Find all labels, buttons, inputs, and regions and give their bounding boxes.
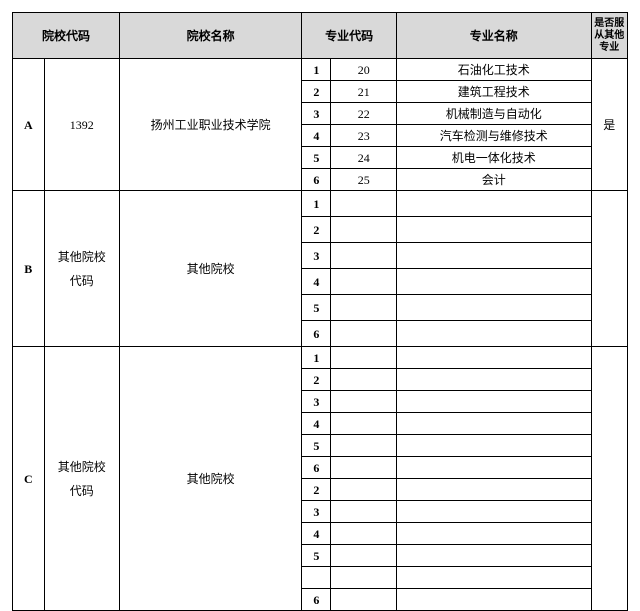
major-name-cell xyxy=(397,545,591,567)
major-index-cell: 6 xyxy=(302,457,331,479)
major-index-cell: 2 xyxy=(302,479,331,501)
major-name-cell xyxy=(397,347,591,369)
major-code-cell xyxy=(331,391,397,413)
major-index-cell: 3 xyxy=(302,103,331,125)
table-header: 院校代码 院校名称 专业代码 专业名称 是否服从其他专业 xyxy=(13,13,628,59)
school-code-cell: 其他院校代码 xyxy=(44,347,119,611)
school-code-cell: 其他院校代码 xyxy=(44,191,119,347)
major-name-cell xyxy=(397,567,591,589)
header-major-code: 专业代码 xyxy=(302,13,397,59)
header-obey: 是否服从其他专业 xyxy=(591,13,628,59)
major-index-cell: 6 xyxy=(302,321,331,347)
major-code-cell xyxy=(331,217,397,243)
major-name-cell xyxy=(397,501,591,523)
major-code-cell xyxy=(331,413,397,435)
major-name-cell xyxy=(397,217,591,243)
major-name-cell xyxy=(397,523,591,545)
major-name-cell xyxy=(397,435,591,457)
major-index-cell xyxy=(302,567,331,589)
major-name-cell xyxy=(397,295,591,321)
major-name-cell xyxy=(397,321,591,347)
major-code-cell: 21 xyxy=(331,81,397,103)
table-body: A1392扬州工业职业技术学院120石油化工技术是221建筑工程技术322机械制… xyxy=(13,59,628,611)
major-index-cell: 4 xyxy=(302,523,331,545)
major-name-cell xyxy=(397,589,591,611)
major-code-cell xyxy=(331,545,397,567)
major-code-cell xyxy=(331,191,397,217)
obey-cell xyxy=(591,347,628,611)
major-code-cell xyxy=(331,269,397,295)
major-name-cell xyxy=(397,457,591,479)
major-code-cell: 20 xyxy=(331,59,397,81)
major-index-cell: 2 xyxy=(302,217,331,243)
table-row: B其他院校代码其他院校1 xyxy=(13,191,628,217)
major-name-cell xyxy=(397,369,591,391)
application-table: 院校代码 院校名称 专业代码 专业名称 是否服从其他专业 A1392扬州工业职业… xyxy=(12,12,628,611)
school-name-cell: 其他院校 xyxy=(119,347,301,611)
section-letter: C xyxy=(13,347,45,611)
major-index-cell: 6 xyxy=(302,589,331,611)
major-code-cell xyxy=(331,321,397,347)
major-name-cell: 汽车检测与维修技术 xyxy=(397,125,591,147)
major-index-cell: 1 xyxy=(302,347,331,369)
obey-cell: 是 xyxy=(591,59,628,191)
major-index-cell: 2 xyxy=(302,369,331,391)
header-school-code: 院校代码 xyxy=(13,13,120,59)
major-name-cell xyxy=(397,413,591,435)
school-name-cell: 其他院校 xyxy=(119,191,301,347)
major-index-cell: 5 xyxy=(302,147,331,169)
major-name-cell: 机电一体化技术 xyxy=(397,147,591,169)
major-code-cell: 25 xyxy=(331,169,397,191)
major-code-cell xyxy=(331,295,397,321)
major-code-cell xyxy=(331,501,397,523)
major-code-cell xyxy=(331,589,397,611)
major-code-cell xyxy=(331,435,397,457)
major-index-cell: 2 xyxy=(302,81,331,103)
section-letter: A xyxy=(13,59,45,191)
major-name-cell xyxy=(397,269,591,295)
major-code-cell xyxy=(331,457,397,479)
school-code-cell: 1392 xyxy=(44,59,119,191)
major-name-cell: 建筑工程技术 xyxy=(397,81,591,103)
major-index-cell: 4 xyxy=(302,269,331,295)
major-index-cell: 5 xyxy=(302,295,331,321)
section-letter: B xyxy=(13,191,45,347)
major-name-cell: 机械制造与自动化 xyxy=(397,103,591,125)
major-code-cell xyxy=(331,479,397,501)
header-school-name: 院校名称 xyxy=(119,13,301,59)
header-major-name: 专业名称 xyxy=(397,13,591,59)
table-row: A1392扬州工业职业技术学院120石油化工技术是 xyxy=(13,59,628,81)
major-name-cell: 会计 xyxy=(397,169,591,191)
school-name-cell: 扬州工业职业技术学院 xyxy=(119,59,301,191)
major-index-cell: 3 xyxy=(302,243,331,269)
major-index-cell: 6 xyxy=(302,169,331,191)
major-code-cell xyxy=(331,347,397,369)
major-code-cell: 24 xyxy=(331,147,397,169)
major-code-cell: 22 xyxy=(331,103,397,125)
major-code-cell: 23 xyxy=(331,125,397,147)
table-row: C其他院校代码其他院校1 xyxy=(13,347,628,369)
major-index-cell: 1 xyxy=(302,191,331,217)
major-code-cell xyxy=(331,523,397,545)
major-index-cell: 3 xyxy=(302,391,331,413)
major-code-cell xyxy=(331,369,397,391)
major-index-cell: 4 xyxy=(302,413,331,435)
major-index-cell: 5 xyxy=(302,545,331,567)
major-name-cell xyxy=(397,243,591,269)
major-index-cell: 5 xyxy=(302,435,331,457)
major-index-cell: 4 xyxy=(302,125,331,147)
major-code-cell xyxy=(331,243,397,269)
major-name-cell xyxy=(397,191,591,217)
major-name-cell xyxy=(397,479,591,501)
major-name-cell xyxy=(397,391,591,413)
major-name-cell: 石油化工技术 xyxy=(397,59,591,81)
major-index-cell: 3 xyxy=(302,501,331,523)
major-index-cell: 1 xyxy=(302,59,331,81)
obey-cell xyxy=(591,191,628,347)
major-code-cell xyxy=(331,567,397,589)
